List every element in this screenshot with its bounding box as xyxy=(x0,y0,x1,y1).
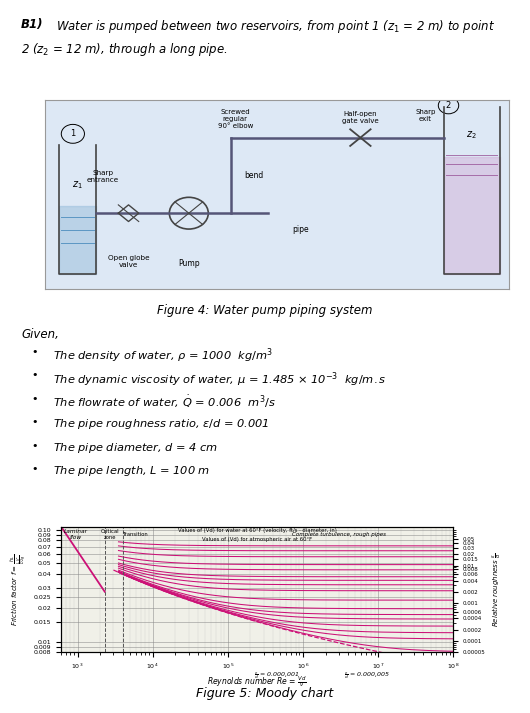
Text: $\frac{\varepsilon}{d}$ = 0.000,005: $\frac{\varepsilon}{d}$ = 0.000,005 xyxy=(344,670,390,681)
Text: 2 ($z_2$ = 12 m), through a long pipe.: 2 ($z_2$ = 12 m), through a long pipe. xyxy=(21,41,228,58)
X-axis label: Reynolds number Re = $\frac{Vd}{\nu}$: Reynolds number Re = $\frac{Vd}{\nu}$ xyxy=(207,674,307,689)
Text: Water is pumped between two reservoirs, from point 1 ($z_1$ = 2 m) to point: Water is pumped between two reservoirs, … xyxy=(56,18,494,35)
Text: Values of (Vd) for atmospheric air at 60°F: Values of (Vd) for atmospheric air at 60… xyxy=(202,537,312,542)
Text: The density of water, $\rho$ = 1000  $kg/m^3$: The density of water, $\rho$ = 1000 $kg/… xyxy=(53,347,273,365)
Text: Sharp
exit: Sharp exit xyxy=(415,109,436,122)
Text: bend: bend xyxy=(244,171,264,180)
Text: The pipe length, $L$ = 100 m: The pipe length, $L$ = 100 m xyxy=(53,464,210,478)
Y-axis label: Friction factor $f = \frac{h_L}{\frac{L}{D}\frac{V^2}{2g}}$: Friction factor $f = \frac{h_L}{\frac{L}… xyxy=(10,553,30,626)
Text: $\frac{\varepsilon}{d}$ = 0.000,001: $\frac{\varepsilon}{d}$ = 0.000,001 xyxy=(254,670,299,681)
Text: Figure 4: Water pump piping system: Figure 4: Water pump piping system xyxy=(157,304,373,317)
Text: Values of (Vd) for water at 60°F (velocity, ft/s · diameter, in): Values of (Vd) for water at 60°F (veloci… xyxy=(178,528,337,533)
Text: Pump: Pump xyxy=(178,259,200,268)
Text: B1): B1) xyxy=(21,18,43,31)
Text: •: • xyxy=(32,394,38,404)
Text: 2: 2 xyxy=(446,101,451,110)
Text: The pipe diameter, $d$ = 4 cm: The pipe diameter, $d$ = 4 cm xyxy=(53,441,218,455)
Text: Complete turbulence, rough pipes: Complete turbulence, rough pipes xyxy=(292,532,386,537)
Text: Laminar
flow: Laminar flow xyxy=(64,529,88,540)
Text: Figure 5: Moody chart: Figure 5: Moody chart xyxy=(197,687,333,699)
Text: The dynamic viscosity of water, $\mu$ = 1.485 $\times$ 10$^{-3}$  $kg/m.s$: The dynamic viscosity of water, $\mu$ = … xyxy=(53,370,386,389)
Text: •: • xyxy=(32,370,38,380)
Text: Screwed
regular
90° elbow: Screwed regular 90° elbow xyxy=(217,109,253,129)
Text: The pipe roughness ratio, $\epsilon/d$ = 0.001: The pipe roughness ratio, $\epsilon/d$ =… xyxy=(53,417,269,431)
Text: The flowrate of water, $\dot{Q}$ = 0.006  $m^3/s$: The flowrate of water, $\dot{Q}$ = 0.006… xyxy=(53,394,276,410)
Text: 1: 1 xyxy=(70,129,75,138)
Text: •: • xyxy=(32,417,38,427)
Text: Open globe
valve: Open globe valve xyxy=(108,255,149,268)
Text: $z_2$: $z_2$ xyxy=(466,130,477,141)
Text: Critical
zone: Critical zone xyxy=(101,529,119,540)
Text: Given,: Given, xyxy=(21,328,59,341)
Text: Half-open
gate valve: Half-open gate valve xyxy=(342,111,379,124)
Text: •: • xyxy=(32,441,38,451)
Text: •: • xyxy=(32,464,38,474)
Text: Transition: Transition xyxy=(123,532,149,537)
Text: pipe: pipe xyxy=(292,225,308,234)
Text: •: • xyxy=(32,347,38,356)
Y-axis label: Relative roughness $\frac{\varepsilon}{d}$: Relative roughness $\frac{\varepsilon}{d… xyxy=(490,553,502,627)
Text: Sharp
entrance: Sharp entrance xyxy=(87,170,119,183)
Text: $z_1$: $z_1$ xyxy=(72,179,83,190)
